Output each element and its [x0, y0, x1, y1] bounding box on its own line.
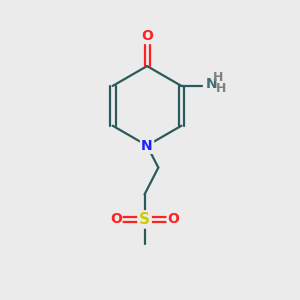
Text: N: N — [206, 77, 217, 92]
Text: O: O — [141, 28, 153, 43]
Text: N: N — [141, 139, 153, 153]
Text: H: H — [216, 82, 226, 95]
Text: S: S — [139, 212, 150, 227]
Text: H: H — [213, 70, 224, 84]
Text: O: O — [110, 212, 122, 226]
Text: O: O — [167, 212, 179, 226]
